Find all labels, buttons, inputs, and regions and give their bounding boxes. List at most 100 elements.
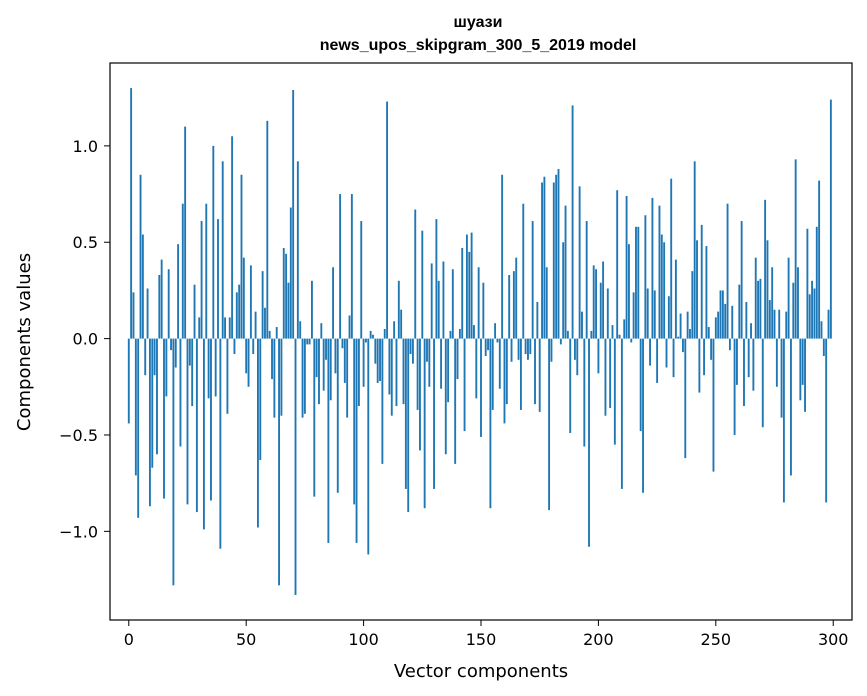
- bar-111: [388, 338, 391, 395]
- bar-114: [395, 338, 398, 407]
- bar-285: [797, 267, 799, 339]
- bar-50: [245, 338, 248, 374]
- bar-290: [808, 294, 811, 339]
- bar-269: [759, 278, 762, 339]
- bar-21: [177, 244, 180, 339]
- bar-45: [233, 338, 236, 355]
- bar-138: [451, 269, 454, 339]
- bar-256: [728, 338, 731, 351]
- y-tick-label--0.5: −0.5: [59, 426, 98, 445]
- bar-82: [320, 323, 323, 339]
- bar-112: [390, 338, 393, 416]
- bar-181: [552, 182, 555, 339]
- bar-266: [752, 338, 755, 391]
- bar-70: [292, 89, 295, 339]
- bar-147: [473, 325, 475, 339]
- bar-139: [454, 338, 457, 464]
- bar-226: [658, 205, 661, 339]
- bar-47: [238, 284, 241, 339]
- bar-115: [397, 280, 400, 339]
- bar-161: [505, 338, 508, 405]
- bar-141: [458, 328, 461, 339]
- bar-106: [376, 338, 379, 383]
- bar-288: [804, 338, 806, 412]
- bar-199: [595, 269, 597, 339]
- bar-208: [616, 190, 619, 339]
- bar-268: [757, 280, 760, 339]
- bar-263: [745, 301, 748, 339]
- bar-234: [677, 336, 680, 339]
- chart-subtitle: news_upos_skipgram_300_5_2019 model: [320, 37, 637, 54]
- bar-143: [463, 338, 466, 432]
- bar-15: [163, 338, 165, 499]
- bar-79: [313, 338, 316, 497]
- bar-131: [435, 219, 438, 339]
- bar-67: [285, 253, 288, 339]
- bar-168: [522, 203, 525, 339]
- bar-12: [156, 338, 158, 455]
- bar-160: [503, 338, 506, 424]
- bar-158: [498, 338, 501, 389]
- bar-13: [158, 275, 161, 339]
- bar-280: [785, 311, 788, 339]
- bar-49: [242, 257, 245, 339]
- bar-188: [569, 338, 572, 434]
- bar-169: [524, 338, 527, 355]
- bar-31: [200, 221, 203, 339]
- bar-42: [226, 338, 229, 414]
- bar-5: [139, 174, 142, 339]
- x-axis-label: Vector components: [394, 661, 568, 682]
- bar-236: [682, 338, 684, 353]
- bar-22: [179, 338, 182, 447]
- bar-94: [348, 315, 351, 339]
- bar-4: [137, 338, 140, 518]
- bar-239: [689, 328, 691, 339]
- bar-120: [409, 338, 412, 355]
- bar-57: [261, 271, 264, 339]
- y-tick-label--1: −1.0: [59, 522, 98, 541]
- bar-227: [660, 234, 663, 339]
- bar-261: [740, 221, 743, 339]
- bar-299: [829, 99, 832, 339]
- bar-170: [527, 338, 529, 360]
- bar-10: [151, 338, 154, 468]
- bar-164: [512, 271, 515, 339]
- bar-287: [801, 338, 804, 385]
- bar-130: [433, 338, 435, 489]
- bar-137: [449, 330, 452, 339]
- bar-40: [221, 161, 224, 339]
- bar-152: [484, 338, 487, 356]
- bar-11: [153, 338, 156, 376]
- bar-217: [637, 226, 640, 339]
- bar-273: [768, 300, 771, 339]
- bar-122: [414, 209, 417, 339]
- bar-89: [336, 338, 339, 493]
- bar-173: [534, 338, 536, 405]
- bar-91: [341, 338, 344, 349]
- bar-219: [642, 338, 644, 493]
- y-tick-label-1: 1.0: [73, 137, 98, 156]
- bar-52: [249, 265, 252, 339]
- bar-24: [184, 126, 187, 339]
- bar-198: [592, 265, 595, 339]
- bar-196: [588, 338, 590, 547]
- bar-86: [329, 338, 332, 401]
- x-tick-label-200: 200: [583, 630, 614, 649]
- bar-216: [635, 226, 637, 339]
- bar-146: [470, 232, 473, 339]
- bar-155: [491, 338, 494, 410]
- bar-222: [649, 338, 651, 366]
- bar-129: [430, 263, 433, 339]
- bar-80: [315, 338, 318, 378]
- bar-282: [790, 338, 792, 476]
- bar-296: [822, 338, 825, 356]
- bar-193: [581, 311, 583, 339]
- bar-207: [613, 338, 616, 445]
- y-tick-label-0.5: 0.5: [73, 233, 98, 252]
- bar-156: [494, 323, 497, 339]
- bar-66: [282, 248, 285, 339]
- bar-90: [339, 194, 342, 339]
- bar-215: [632, 292, 635, 339]
- bar-251: [717, 311, 720, 339]
- bar-206: [611, 325, 614, 339]
